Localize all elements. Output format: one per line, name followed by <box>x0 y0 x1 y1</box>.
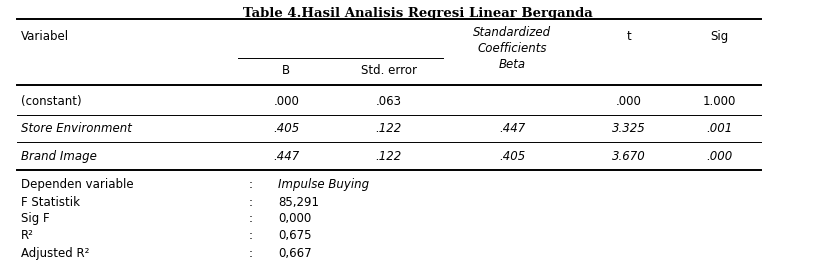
Text: Standardized
Coefficients
Beta: Standardized Coefficients Beta <box>473 26 551 71</box>
Text: F Statistik: F Statistik <box>21 196 80 209</box>
Text: Store Environment: Store Environment <box>21 122 132 135</box>
Text: B: B <box>283 64 290 77</box>
Text: .122: .122 <box>375 122 402 135</box>
Text: 85,291: 85,291 <box>278 196 319 209</box>
Text: 0,675: 0,675 <box>278 229 312 242</box>
Text: .122: .122 <box>375 150 402 163</box>
Text: .000: .000 <box>706 150 732 163</box>
Text: Table 4.Hasil Analisis Regresi Linear Berganda: Table 4.Hasil Analisis Regresi Linear Be… <box>243 7 593 20</box>
Text: Impulse Buying: Impulse Buying <box>278 178 370 191</box>
Text: 3.670: 3.670 <box>612 150 646 163</box>
Text: .405: .405 <box>499 150 525 163</box>
Text: .063: .063 <box>375 95 402 108</box>
Text: Variabel: Variabel <box>21 30 69 43</box>
Text: .447: .447 <box>273 150 299 163</box>
Text: Sig F: Sig F <box>21 212 49 225</box>
Text: :: : <box>249 196 252 209</box>
Text: :: : <box>249 229 252 242</box>
Text: Adjusted R²: Adjusted R² <box>21 247 89 260</box>
Text: :: : <box>249 178 252 191</box>
Text: .000: .000 <box>616 95 642 108</box>
Text: Brand Image: Brand Image <box>21 150 97 163</box>
Text: Dependen variable: Dependen variable <box>21 178 134 191</box>
Text: Sig: Sig <box>710 30 728 43</box>
Text: :: : <box>249 212 252 225</box>
Text: 1.000: 1.000 <box>702 95 736 108</box>
Text: .405: .405 <box>273 122 299 135</box>
Text: Std. error: Std. error <box>361 64 416 77</box>
Text: 0,000: 0,000 <box>278 212 312 225</box>
Text: 0,667: 0,667 <box>278 247 312 260</box>
Text: 3.325: 3.325 <box>612 122 646 135</box>
Text: .000: .000 <box>273 95 299 108</box>
Text: R²: R² <box>21 229 33 242</box>
Text: .001: .001 <box>706 122 732 135</box>
Text: :: : <box>249 247 252 260</box>
Text: (constant): (constant) <box>21 95 82 108</box>
Text: .447: .447 <box>499 122 525 135</box>
Text: t: t <box>627 30 631 43</box>
